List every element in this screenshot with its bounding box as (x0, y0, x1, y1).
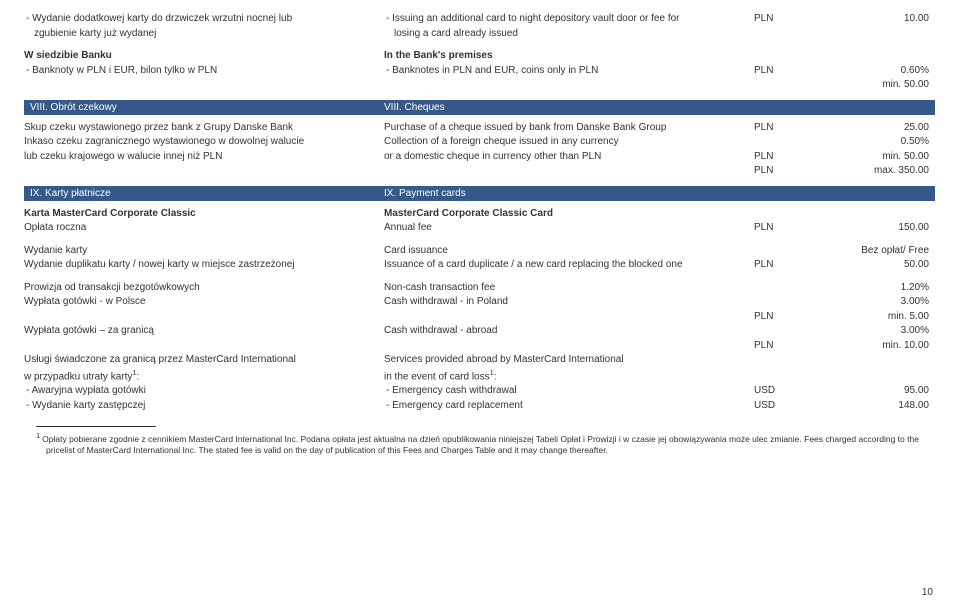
footnote-text: 1Opłaty pobierane zgodnie z cennikiem Ma… (24, 431, 935, 455)
section-en: IX. Payment cards (384, 188, 929, 199)
fee-row: Wydanie duplikatu karty / nowej karty w … (24, 258, 935, 272)
pl-text: Banknoty w PLN i EUR, bilon tylko w PLN (24, 64, 384, 78)
en-text: MasterCard Corporate Classic Card (384, 207, 754, 221)
fee-row-cont: w przypadku utraty karty1: in the event … (24, 368, 935, 384)
pl-text: Inkaso czeku zagranicznego wystawionego … (24, 135, 384, 149)
fee-row-cont: zgubienie karty już wydanej losing a car… (24, 27, 935, 41)
section-en: VIII. Cheques (384, 102, 929, 113)
currency: PLN (754, 258, 814, 272)
pl-text: Wydanie karty (24, 244, 384, 258)
en-text: or a domestic cheque in currency other t… (384, 150, 754, 164)
pl-text: Wydanie karty zastępczej (24, 399, 384, 413)
currency: USD (754, 384, 814, 398)
fee-row: Banknoty w PLN i EUR, bilon tylko w PLN … (24, 64, 935, 78)
pl-text: zgubienie karty już wydanej (24, 27, 384, 41)
amount: 3.00% (814, 324, 935, 338)
currency: PLN (754, 121, 814, 135)
fee-row-cont: min. 50.00 (24, 78, 935, 92)
amount: 1.20% (814, 281, 935, 295)
en-text: Non-cash transaction fee (384, 281, 754, 295)
currency: USD (754, 399, 814, 413)
en-text: in the event of card loss1: (384, 368, 754, 384)
fee-row-cont: PLN min. 5.00 (24, 310, 935, 324)
fee-row-cont: PLN max. 350.00 (24, 164, 935, 178)
bank-premises-hdr: W siedzibie Banku In the Bank's premises (24, 49, 935, 63)
amount: Bez opłat/ Free (814, 244, 935, 258)
pl-text: Wydanie dodatkowej karty do drzwiczek wr… (24, 12, 384, 26)
en-text: In the Bank's premises (384, 49, 754, 63)
fee-row: Prowizja od transakcji bezgotówkowych No… (24, 281, 935, 295)
pl-text: Wypłata gotówki - w Polsce (24, 295, 384, 309)
fee-row: Wydanie karty Card issuance Bez opłat/ F… (24, 244, 935, 258)
pl-text: Wypłata gotówki – za granicą (24, 324, 384, 338)
fee-row: Wydanie karty zastępczej Emergency card … (24, 399, 935, 413)
amount: min. 50.00 (814, 150, 935, 164)
amount: 25.00 (814, 121, 935, 135)
fee-row: lub czeku krajowego w walucie innej niż … (24, 150, 935, 164)
section-header-cheques: VIII. Obrót czekowy VIII. Cheques (24, 100, 935, 115)
fee-row: Opłata roczna Annual fee PLN 150.00 (24, 221, 935, 235)
en-text: Card issuance (384, 244, 754, 258)
en-text: Issuing an additional card to night depo… (384, 12, 754, 26)
en-text: Issuance of a card duplicate / a new car… (384, 258, 754, 272)
en-text: losing a card already issued (384, 27, 754, 41)
footnote-separator (36, 426, 156, 427)
amount: 50.00 (814, 258, 935, 272)
amount: min. 50.00 (814, 78, 935, 92)
amount: max. 350.00 (814, 164, 935, 178)
pl-text: Prowizja od transakcji bezgotówkowych (24, 281, 384, 295)
amount: 0.50% (814, 135, 935, 149)
pl-text: Usługi świadczone za granicą przez Maste… (24, 353, 384, 367)
currency: PLN (754, 150, 814, 164)
en-text: Banknotes in PLN and EUR, coins only in … (384, 64, 754, 78)
fee-row: Usługi świadczone za granicą przez Maste… (24, 353, 935, 367)
pl-text: Opłata roczna (24, 221, 384, 235)
amount: 150.00 (814, 221, 935, 235)
amount: 3.00% (814, 295, 935, 309)
fee-row: Skup czeku wystawionego przez bank z Gru… (24, 121, 935, 135)
en-text: Cash withdrawal - in Poland (384, 295, 754, 309)
currency: PLN (754, 164, 814, 178)
amount: 95.00 (814, 384, 935, 398)
amount: 148.00 (814, 399, 935, 413)
pl-text: W siedzibie Banku (24, 49, 384, 63)
section-header-cards: IX. Karty płatnicze IX. Payment cards (24, 186, 935, 201)
currency: PLN (754, 221, 814, 235)
currency: PLN (754, 64, 814, 78)
en-text: Purchase of a cheque issued by bank from… (384, 121, 754, 135)
currency: PLN (754, 12, 814, 26)
amount: min. 10.00 (814, 339, 935, 353)
fee-row: Wydanie dodatkowej karty do drzwiczek wr… (24, 12, 935, 26)
en-text: Emergency card replacement (384, 399, 754, 413)
pl-text: Awaryjna wypłata gotówki (24, 384, 384, 398)
currency: PLN (754, 310, 814, 324)
en-text: Collection of a foreign cheque issued in… (384, 135, 754, 149)
fee-row: Inkaso czeku zagranicznego wystawionego … (24, 135, 935, 149)
pl-text: w przypadku utraty karty1: (24, 368, 384, 384)
currency: PLN (754, 339, 814, 353)
fee-row: Awaryjna wypłata gotówki Emergency cash … (24, 384, 935, 398)
amount: min. 5.00 (814, 310, 935, 324)
page-number: 10 (922, 587, 933, 598)
amount: 0.60% (814, 64, 935, 78)
en-text: Annual fee (384, 221, 754, 235)
en-text: Services provided abroad by MasterCard I… (384, 353, 754, 367)
mc-classic-hdr: Karta MasterCard Corporate Classic Maste… (24, 207, 935, 221)
section-pl: VIII. Obrót czekowy (30, 102, 384, 113)
amount: 10.00 (814, 12, 935, 26)
fee-row-cont: PLN min. 10.00 (24, 339, 935, 353)
section-pl: IX. Karty płatnicze (30, 188, 384, 199)
pl-text: lub czeku krajowego w walucie innej niż … (24, 150, 384, 164)
pl-text: Skup czeku wystawionego przez bank z Gru… (24, 121, 384, 135)
en-text: Emergency cash withdrawal (384, 384, 754, 398)
fee-row: Wypłata gotówki – za granicą Cash withdr… (24, 324, 935, 338)
en-text: Cash withdrawal - abroad (384, 324, 754, 338)
pl-text: Karta MasterCard Corporate Classic (24, 207, 384, 221)
pl-text: Wydanie duplikatu karty / nowej karty w … (24, 258, 384, 272)
fee-row: Wypłata gotówki - w Polsce Cash withdraw… (24, 295, 935, 309)
